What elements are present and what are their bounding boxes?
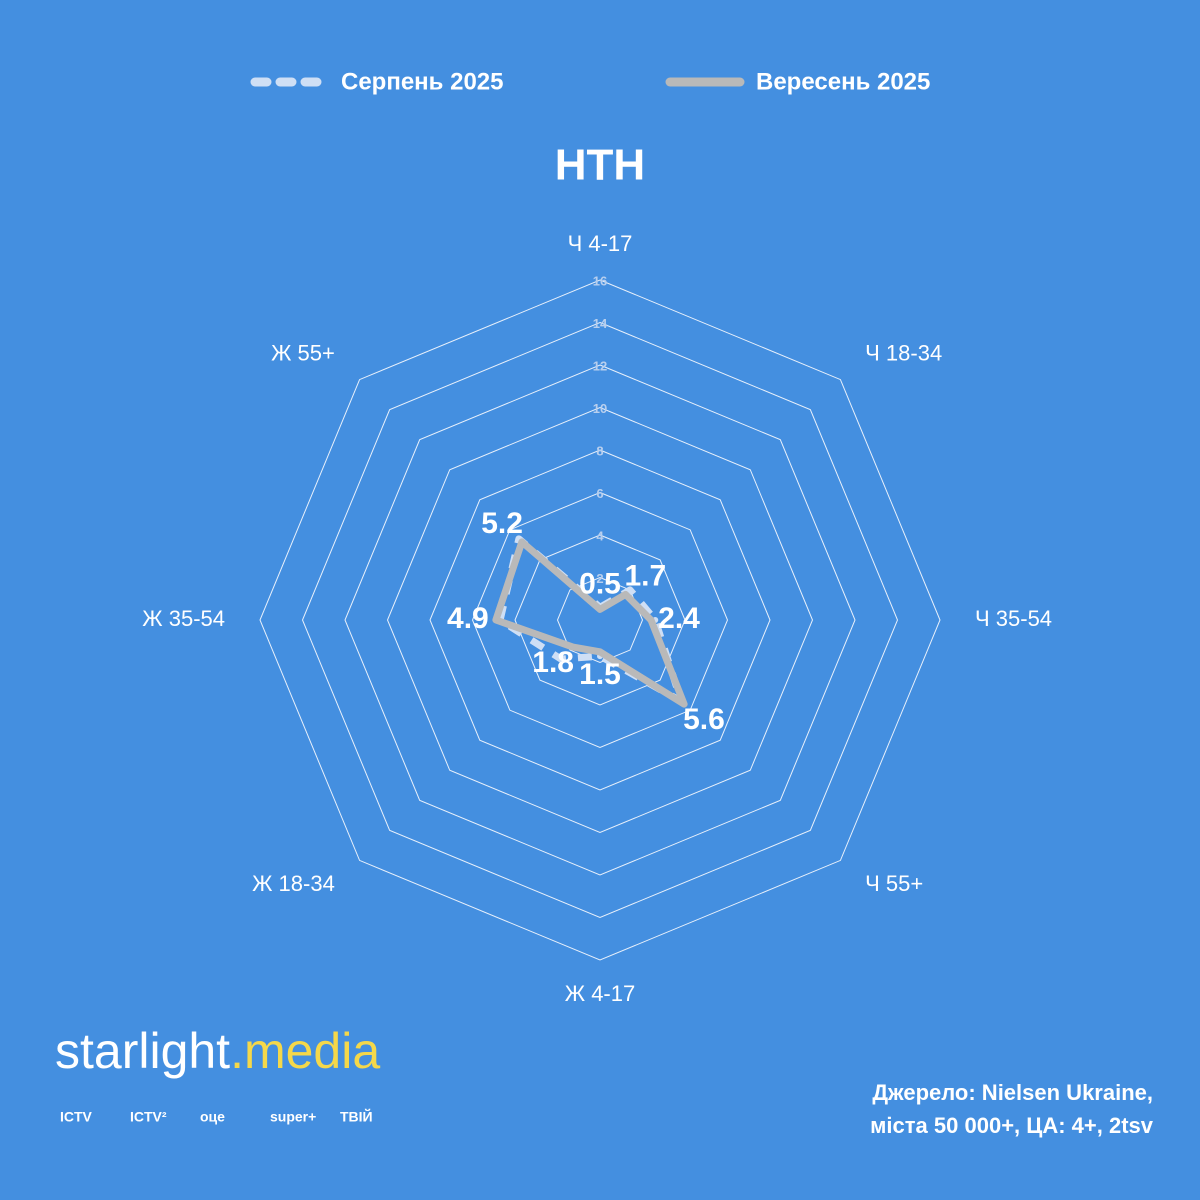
data-point: [681, 701, 688, 708]
axis-label: Ж 35-54: [142, 606, 225, 631]
source: міста 50 000+, ЦА: 4+, 2tsv: [870, 1113, 1154, 1138]
data-label: 5.6: [683, 703, 725, 736]
source: Джерело: Nielsen Ukraine,: [872, 1080, 1153, 1105]
grid-ring: [344, 364, 856, 876]
r-tick-label: 12: [593, 358, 607, 373]
data-point: [648, 617, 654, 623]
data-point: [518, 538, 525, 545]
grid-ring: [514, 534, 686, 706]
data-point: [492, 617, 499, 623]
data-label: 0.5: [579, 567, 621, 600]
channel-logo: ТВІЙ: [340, 1108, 373, 1125]
r-tick-label: 16: [593, 273, 607, 288]
data-label: 4.9: [447, 602, 489, 635]
axis-label: Ж 4-17: [565, 981, 635, 1006]
channel-logo: ICTV²: [130, 1109, 167, 1125]
r-tick-label: 8: [596, 443, 603, 458]
axis-label: Ч 18-34: [865, 341, 942, 366]
data-point: [627, 586, 634, 593]
r-tick-label: 14: [593, 316, 608, 331]
grid-ring: [259, 279, 941, 961]
grid-ring: [471, 491, 729, 749]
data-point: [622, 591, 629, 598]
data-label: 1.8: [532, 646, 574, 679]
channel-logo: оце: [200, 1109, 225, 1125]
data-point: [557, 656, 564, 663]
logo-main: starlight: [55, 1023, 230, 1079]
grid-ring: [301, 321, 899, 919]
data-point: [569, 644, 576, 651]
logo-accent: .media: [230, 1023, 380, 1079]
chart-title: НТН: [555, 141, 645, 190]
r-tick-label: 2: [596, 571, 603, 586]
grid-ring: [386, 406, 814, 834]
axis-label: Ч 55+: [865, 871, 923, 896]
r-tick-label: 6: [596, 486, 603, 501]
data-label: 2.4: [658, 602, 700, 635]
r-tick-label: 4: [596, 528, 604, 543]
axis-label: Ж 55+: [271, 341, 335, 366]
grid-ring: [429, 449, 771, 791]
channel-logo: ICTV: [60, 1109, 93, 1125]
data-label: 5.2: [481, 507, 523, 540]
axis-label: Ж 18-34: [252, 871, 335, 896]
axis-label: Ч 35-54: [975, 606, 1052, 631]
r-tick-label: 10: [593, 401, 607, 416]
data-point: [597, 606, 603, 613]
legend-label: Вересень 2025: [756, 68, 930, 95]
logo: starlight.media: [55, 1023, 380, 1079]
channel-logo: super+: [270, 1109, 316, 1125]
data-label: 1.7: [624, 559, 666, 592]
data-point: [597, 648, 603, 655]
axis-label: Ч 4-17: [568, 231, 633, 256]
data-label: 1.5: [579, 658, 621, 691]
legend-label: Серпень 2025: [341, 68, 504, 95]
